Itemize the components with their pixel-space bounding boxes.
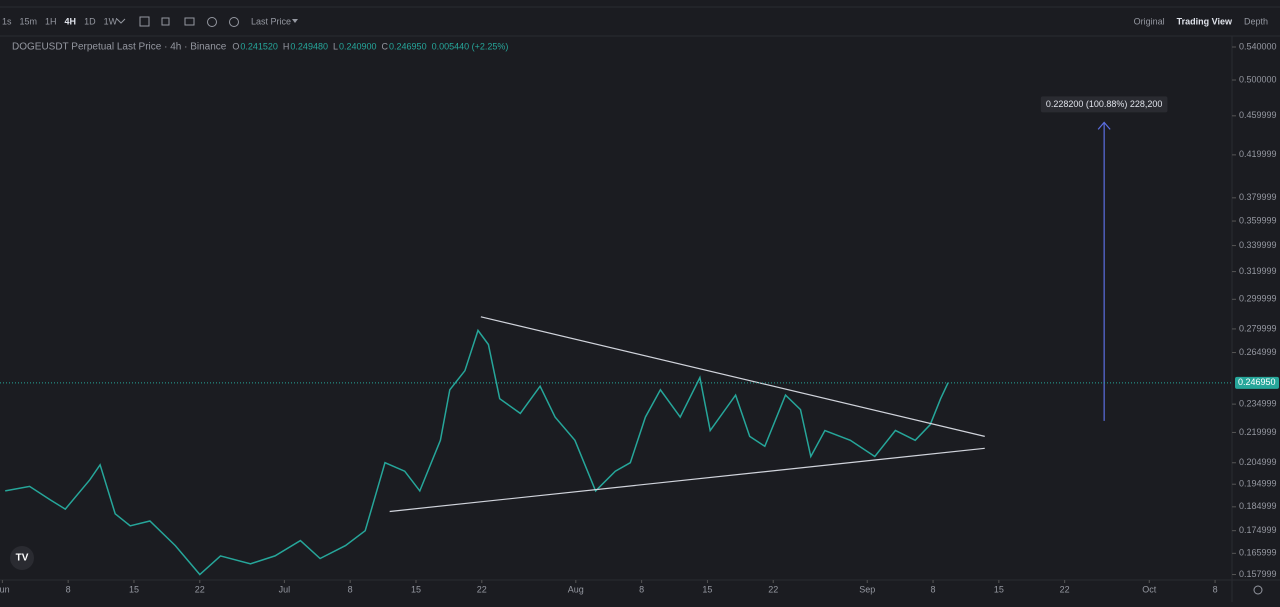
ohlc-label: O [232,41,239,51]
y-tick-label: 0.174999 [1239,525,1277,535]
y-tick-label: 0.264999 [1239,347,1277,357]
x-tick-label: 22 [477,584,487,594]
screenshot-icon[interactable] [184,17,195,26]
last-price-tag [1235,376,1279,389]
toolbar-icons[interactable] [116,16,239,27]
interval-button[interactable]: 15m [20,16,38,26]
x-tick-label: 15 [994,584,1004,594]
view-tab[interactable]: Original [1134,16,1165,26]
layout-icon[interactable] [161,17,170,26]
tv-logo[interactable] [10,546,34,570]
y-tick-label: 0.165999 [1239,548,1277,558]
projection-arrowhead [1097,121,1111,130]
x-tick-label: 15 [129,584,139,594]
price-source-dropdown[interactable] [292,19,298,23]
x-tick-label: 22 [195,584,205,594]
tv-logo-text: TV [16,553,29,564]
y-tick-label: 0.299999 [1239,294,1277,304]
interval-button[interactable]: 1s [2,16,12,26]
trendline [389,447,985,513]
x-tick-label: Oct [1142,584,1157,594]
x-tick-label: 22 [768,584,778,594]
y-tick-label: 0.500000 [1239,74,1277,84]
ohlc-label: C [382,41,389,51]
x-tick-label: Aug [568,584,584,594]
view-tab[interactable]: Depth [1244,16,1268,26]
y-tick-label: 0.540000 [1239,41,1277,51]
symbol-title: DOGEUSDT Perpetual Last Price · 4h · Bin… [12,42,227,53]
x-tick-label: 15 [702,584,712,594]
y-tick-label: 0.339999 [1239,240,1277,250]
y-tick-label: 0.184999 [1239,501,1277,511]
interval-button[interactable]: 4H [65,16,77,26]
x-tick-label: Jul [279,584,291,594]
y-tick-label: 0.359999 [1239,215,1277,225]
x-tick-label: 8 [1213,584,1218,594]
x-tick-label: 22 [1060,584,1070,594]
x-tick-label: 8 [931,584,936,594]
price-source[interactable]: Last Price [251,16,291,26]
last-price-label: 0.246950 [1238,377,1276,387]
y-tick-label: 0.194999 [1239,479,1277,489]
projection-label: 0.228200 (100.88%) 228,200 [1046,99,1163,109]
interval-button[interactable]: 1D [84,16,96,26]
y-tick-label: 0.234999 [1239,398,1277,408]
ohlc-value: 0.240900 [339,41,377,51]
y-tick-label: 0.319999 [1239,266,1277,276]
y-tick-label: 0.157999 [1239,569,1277,579]
projection-label-bg [1040,96,1168,113]
ohlc-label: H [283,41,290,51]
x-tick-label: Sep [859,584,875,594]
y-tick-label: 0.459999 [1239,110,1277,120]
y-tick-label: 0.419999 [1239,149,1277,159]
x-tick-label: 8 [66,584,71,594]
interval-button[interactable]: 1H [45,16,57,26]
interval-dropdown[interactable] [116,18,126,24]
add-icon[interactable] [207,17,217,27]
ohlc-value: 0.249480 [290,41,328,51]
y-tick-label: 0.279999 [1239,323,1277,333]
price-change: 0.005440 (+2.25%) [432,41,509,51]
x-tick-label: 15 [411,584,421,594]
price-line [5,328,949,576]
x-tick-label: 8 [348,584,353,594]
interval-button[interactable]: 1W [104,16,118,26]
ohlc-label: L [333,41,338,51]
settings-icon[interactable] [229,17,239,27]
view-tab[interactable]: Trading View [1177,16,1233,26]
ohlc-value: 0.246950 [389,41,427,51]
x-tick-label: 8 [639,584,644,594]
y-tick-label: 0.379999 [1239,192,1277,202]
x-tick-label: Jun [0,584,10,594]
indicator-icon[interactable] [139,16,150,27]
trendline [480,316,985,437]
axis-settings[interactable] [1253,585,1263,595]
y-tick-label: 0.219999 [1239,427,1277,437]
ohlc-value: 0.241520 [240,41,278,51]
y-tick-label: 0.204999 [1239,457,1277,467]
